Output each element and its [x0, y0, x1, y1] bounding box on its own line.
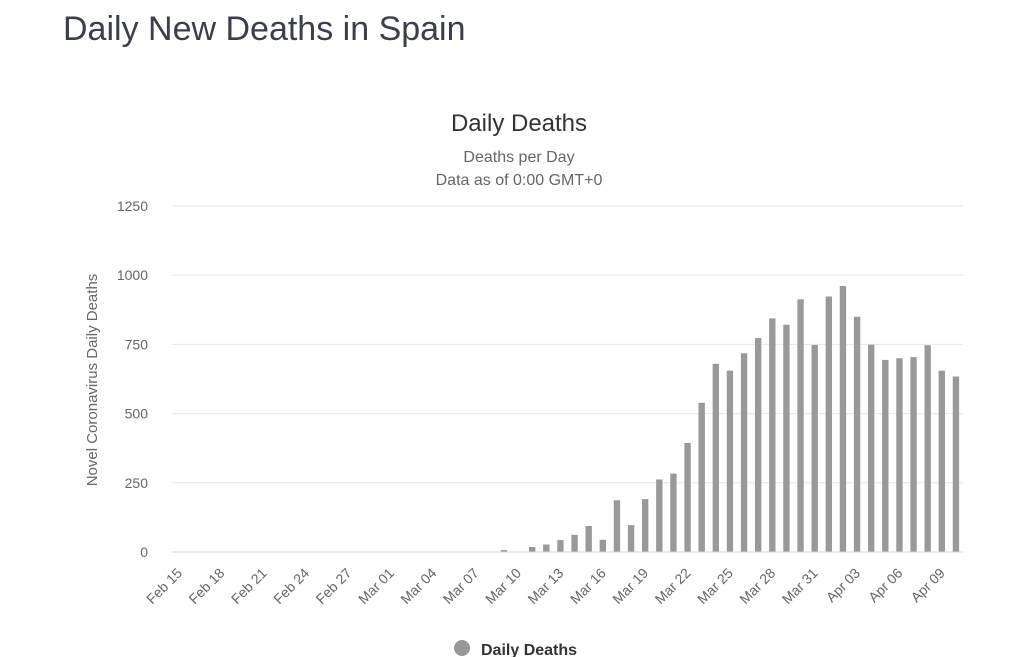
x-tick-label: Feb 18: [185, 565, 227, 607]
bar-mar-13[interactable]: [557, 540, 564, 552]
bar-mar-25[interactable]: [726, 370, 734, 552]
chart-subtitle-line-2: Data as of 0:00 GMT+0: [436, 172, 603, 189]
bar-mar-11[interactable]: [529, 547, 536, 552]
bar-mar-29[interactable]: [783, 324, 790, 552]
x-tick-label: Mar 31: [779, 565, 821, 607]
bar-mar-22[interactable]: [684, 442, 691, 552]
y-tick-label: 750: [125, 336, 149, 352]
bar-apr-02[interactable]: [839, 285, 847, 552]
x-tick-label: Apr 03: [823, 565, 864, 606]
x-tick-label: Mar 07: [440, 565, 482, 607]
y-tick-label: 1250: [117, 198, 148, 214]
bar-mar-28[interactable]: [769, 318, 776, 552]
bar-mar-20[interactable]: [656, 479, 663, 552]
y-tick-label: 250: [125, 475, 149, 491]
legend-marker[interactable]: [454, 640, 470, 656]
bar-mar-14[interactable]: [571, 534, 578, 552]
y-tick-label: 500: [125, 406, 149, 422]
x-tick-label: Mar 25: [694, 565, 736, 607]
bar-apr-09[interactable]: [938, 370, 945, 552]
bar-mar-15[interactable]: [585, 525, 592, 552]
x-tick-label: Feb 27: [313, 565, 355, 607]
bar-mar-23[interactable]: [698, 402, 705, 552]
y-axis-title: Novel Coronavirus Daily Deaths: [84, 274, 101, 487]
bar-apr-08[interactable]: [924, 345, 931, 552]
bar-apr-07[interactable]: [910, 357, 917, 552]
x-tick-label: Feb 21: [228, 565, 270, 607]
bar-mar-30[interactable]: [797, 299, 804, 552]
bar-apr-06[interactable]: [896, 358, 903, 552]
bar-mar-18[interactable]: [627, 525, 635, 552]
bar-mar-19[interactable]: [642, 499, 649, 552]
x-tick-label: Mar 28: [736, 565, 778, 607]
bar-mar-21[interactable]: [670, 473, 677, 552]
chart-title: Daily Deaths: [451, 110, 587, 137]
x-tick-label: Mar 04: [397, 565, 439, 607]
chart-subtitle-line-1: Deaths per Day: [463, 149, 574, 166]
x-tick-label: Mar 19: [609, 565, 651, 607]
y-tick-label: 1000: [117, 267, 148, 283]
bar-mar-12[interactable]: [543, 544, 550, 552]
bar-mar-24[interactable]: [712, 363, 719, 552]
x-tick-label: Mar 16: [567, 565, 609, 607]
bar-mar-27[interactable]: [755, 338, 762, 552]
y-tick-label: 0: [140, 544, 148, 560]
x-tick-label: Mar 10: [482, 565, 524, 607]
legend-label[interactable]: Daily Deaths: [481, 642, 577, 657]
bar-apr-03[interactable]: [853, 316, 861, 552]
bar-mar-09[interactable]: [500, 550, 508, 552]
bar-mar-17[interactable]: [613, 500, 621, 552]
x-tick-label: Mar 22: [652, 565, 694, 607]
x-tick-label: Feb 15: [143, 565, 185, 607]
x-tick-label: Apr 09: [907, 565, 948, 606]
bar-mar-31[interactable]: [811, 344, 818, 552]
x-tick-label: Apr 06: [865, 565, 906, 606]
bar-apr-04[interactable]: [868, 344, 875, 552]
x-tick-label: Mar 01: [355, 565, 397, 607]
bar-mar-16[interactable]: [599, 539, 606, 552]
x-tick-label: Feb 24: [270, 565, 312, 607]
bar-mar-26[interactable]: [740, 353, 748, 552]
page-title: Daily New Deaths in Spain: [63, 10, 466, 48]
legend[interactable]: Daily Deaths: [454, 640, 577, 657]
x-tick-label: Mar 13: [524, 565, 566, 607]
bar-apr-10[interactable]: [952, 376, 960, 552]
bar-apr-01[interactable]: [825, 296, 832, 552]
bar-apr-05[interactable]: [882, 359, 889, 552]
